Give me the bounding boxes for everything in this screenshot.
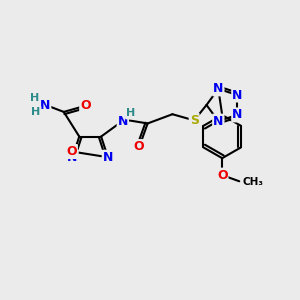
- Text: N: N: [118, 115, 128, 128]
- Text: S: S: [190, 114, 199, 127]
- Text: H: H: [30, 93, 39, 103]
- Text: H: H: [126, 108, 135, 118]
- Text: N: N: [103, 151, 113, 164]
- Text: N: N: [213, 82, 224, 95]
- Text: O: O: [80, 99, 91, 112]
- Text: N: N: [213, 115, 224, 128]
- Text: O: O: [133, 140, 144, 153]
- Text: N: N: [232, 88, 243, 101]
- Text: O: O: [66, 145, 77, 158]
- Text: O: O: [217, 169, 227, 182]
- Text: N: N: [67, 151, 78, 164]
- Text: N: N: [232, 108, 243, 122]
- Text: N: N: [40, 99, 50, 112]
- Text: H: H: [31, 107, 40, 117]
- Text: CH₃: CH₃: [242, 177, 263, 187]
